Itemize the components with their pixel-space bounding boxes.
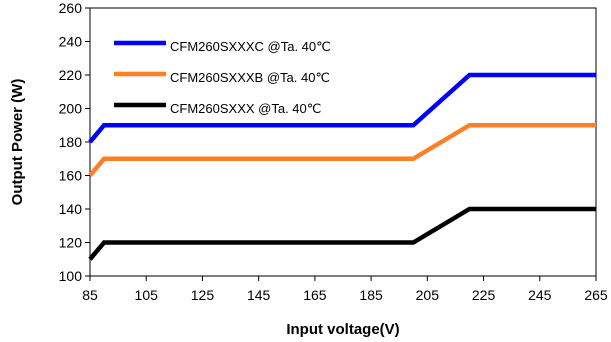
x-tick-label: 245 xyxy=(528,287,552,303)
y-tick-label: 120 xyxy=(59,235,83,251)
legend-label-0: CFM260SXXXC @Ta. 40℃ xyxy=(170,39,331,54)
x-tick-label: 105 xyxy=(135,287,159,303)
x-tick-label: 85 xyxy=(82,287,98,303)
series-line-2 xyxy=(88,206,596,261)
series-layer xyxy=(88,72,596,261)
x-tick-label: 165 xyxy=(303,287,327,303)
series-line-0 xyxy=(88,72,596,144)
x-tick-label: 125 xyxy=(191,287,215,303)
y-tick-label: 180 xyxy=(59,134,83,150)
y-tick-label: 140 xyxy=(59,201,83,217)
y-tick-label: 160 xyxy=(59,168,83,184)
legend-label-1: CFM260SXXXB @Ta. 40℃ xyxy=(170,70,330,85)
y-axis-title: Output Power (W) xyxy=(9,79,26,206)
y-tick-label: 220 xyxy=(59,67,83,83)
plot-area xyxy=(89,7,597,277)
x-axis: 85 105 125 145 165 185 205 225 245 265 xyxy=(82,276,608,303)
plot-frame xyxy=(89,7,597,277)
legend-label-2: CFM260SXXX @Ta. 40℃ xyxy=(170,101,321,116)
x-tick-label: 225 xyxy=(472,287,496,303)
y-axis: 100 120 140 160 180 200 220 240 260 xyxy=(59,0,90,284)
x-tick-label: 205 xyxy=(416,287,440,303)
y-tick-label: 260 xyxy=(59,0,83,16)
legend: CFM260SXXXC @Ta. 40℃ CFM260SXXXB @Ta. 40℃… xyxy=(114,39,331,116)
y-tick-label: 100 xyxy=(59,268,83,284)
x-tick-label: 265 xyxy=(584,287,608,303)
y-tick-label: 200 xyxy=(59,101,83,117)
x-tick-label: 145 xyxy=(247,287,271,303)
x-tick-label: 185 xyxy=(359,287,383,303)
x-axis-title: Input voltage(V) xyxy=(286,321,399,338)
y-tick-label: 240 xyxy=(59,34,83,50)
series-line-1 xyxy=(88,123,596,177)
